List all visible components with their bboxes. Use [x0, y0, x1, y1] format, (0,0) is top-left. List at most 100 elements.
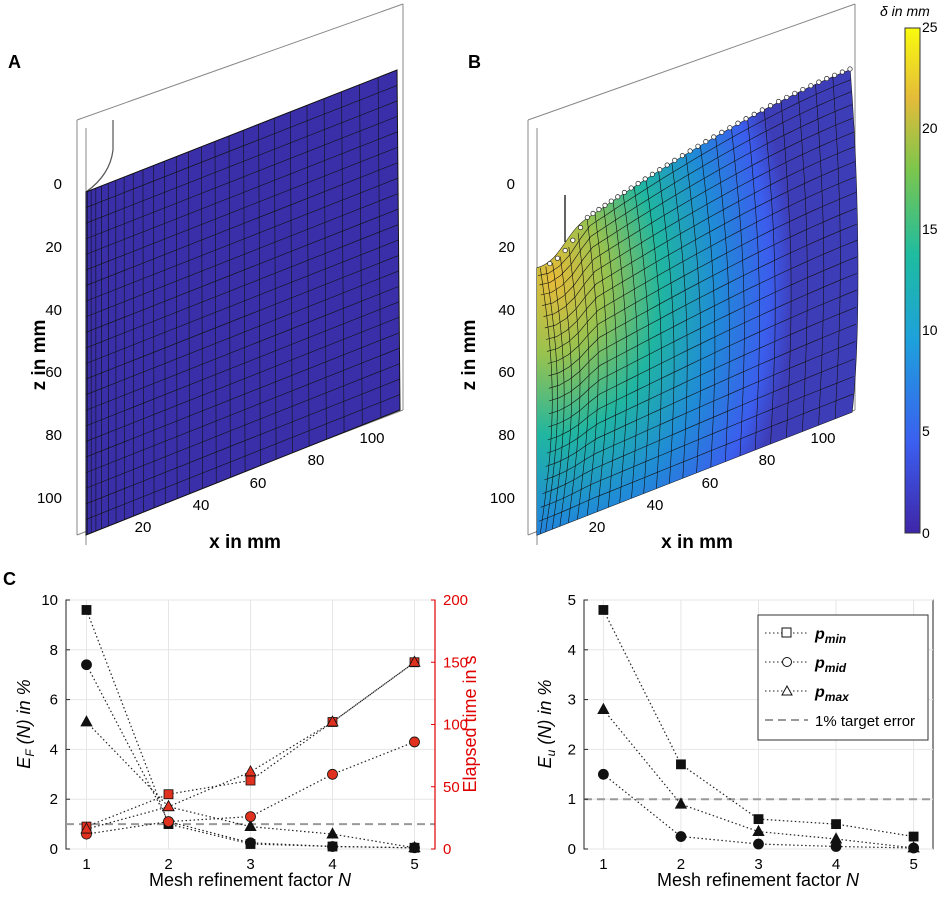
legend-triangle-marker: [781, 684, 793, 696]
mesh-line: [85, 301, 400, 427]
mesh-line: [85, 85, 398, 208]
square-marker: [598, 605, 609, 615]
contact-point: [776, 98, 782, 105]
y-tick: 3: [568, 692, 576, 709]
square-marker: [831, 819, 841, 829]
x-tick: 1: [599, 856, 607, 873]
y-tick: 6: [50, 692, 58, 709]
y2-tick: 50: [443, 779, 460, 796]
square-marker: [81, 605, 92, 615]
mesh-line: [85, 363, 400, 489]
mesh-line: [763, 109, 776, 444]
contact-point: [649, 171, 655, 177]
panel-b: B 0 20 40 60 80 100 z in mm 20 40 60 80: [459, 3, 859, 553]
circle-marker: [163, 816, 174, 828]
triangle-marker: [597, 702, 610, 714]
chart-ef-xticks: 1 2 3 4 5: [82, 856, 418, 873]
mesh-line: [548, 223, 857, 389]
chart-ef-ylabel: EF (N) in %: [14, 679, 37, 768]
z-tick: 0: [54, 176, 62, 193]
y2-tick: 0: [443, 841, 451, 858]
x-tick: 5: [410, 856, 418, 873]
y-tick: 5: [568, 592, 576, 609]
y2-tick: 100: [443, 717, 468, 734]
panel-b-mesh-lines: [538, 76, 858, 534]
panel-b-letter: B: [468, 52, 481, 72]
panel-a-letter: A: [8, 52, 21, 72]
y2-tick: 150: [443, 654, 468, 671]
series-line: [85, 609, 415, 849]
y-tick: 2: [50, 791, 58, 808]
contact-point: [642, 176, 648, 182]
triangle-marker: [80, 822, 93, 834]
contact-point: [751, 111, 757, 117]
contact-point: [577, 224, 584, 231]
z-tick: 80: [498, 427, 515, 444]
contact-point: [824, 76, 830, 82]
circle-marker: [327, 768, 338, 780]
mesh-line: [780, 101, 792, 438]
contact-point: [792, 90, 798, 96]
contact-point: [759, 107, 765, 113]
chart-ef: 0 2 4 6 8 10 0 50 100 150 200 1 2 3 4 5 EF (N) in % E…: [14, 592, 480, 890]
contact-point: [562, 247, 568, 254]
mesh-line: [85, 193, 399, 318]
contact-point: [672, 157, 678, 163]
contact-point: [664, 162, 670, 168]
contact-point: [608, 198, 614, 204]
contact-point: [554, 255, 561, 261]
circle-marker: [597, 768, 609, 780]
x-tick: 2: [164, 856, 172, 873]
z-tick: 0: [507, 176, 515, 193]
mesh-line: [547, 192, 857, 364]
mesh-line: [85, 224, 399, 349]
colorbar-tick: 25: [922, 19, 938, 35]
panel-a-zlabel: z in mm: [29, 320, 50, 391]
colorbar-tick: 15: [922, 221, 938, 237]
chart-eu-legend: pmin pmid pmax 1% target error: [757, 614, 929, 741]
x-tick: 100: [359, 430, 384, 447]
triangle-marker: [829, 832, 843, 844]
mesh-line: [85, 332, 400, 458]
contact-point: [703, 139, 709, 145]
panel-b-contact-points: [547, 66, 853, 267]
contact-point: [657, 167, 663, 173]
square-marker: [163, 789, 174, 800]
mesh-line: [546, 306, 857, 454]
mesh-line: [715, 136, 730, 462]
series-line: [86, 721, 415, 849]
square-marker: [245, 775, 256, 786]
mesh-line: [85, 131, 398, 255]
mesh-line: [544, 146, 855, 329]
mesh-line: [798, 92, 808, 432]
mesh-line: [85, 146, 398, 271]
mesh-line: [547, 289, 857, 441]
mesh-line: [85, 162, 398, 286]
panel-c-letter: C: [3, 569, 16, 589]
x-tick: 4: [832, 856, 840, 873]
mesh-line: [548, 207, 857, 377]
y-tick: 10: [41, 592, 58, 609]
colorbar-ticks: 0 5 10 15 20 25: [922, 19, 938, 541]
circle-marker: [753, 838, 764, 850]
mesh-line: [548, 256, 858, 415]
triangle-marker: [408, 655, 421, 667]
mesh-line: [85, 347, 400, 473]
contact-point: [635, 180, 641, 187]
colorbar-tick: 20: [922, 120, 938, 136]
circle-marker: [245, 811, 256, 823]
panel-b-xlabel: x in mm: [661, 532, 733, 553]
chart-ef-y2label: Elapsed time in s: [460, 655, 480, 792]
chart-ef-yticks: 0 2 4 6 8 10: [41, 592, 70, 858]
circle-marker: [81, 659, 92, 671]
mesh-line: [548, 273, 858, 428]
mesh-line: [552, 262, 565, 530]
triangle-marker: [752, 824, 765, 836]
square-marker: [908, 831, 919, 842]
x-tick: 1: [82, 856, 90, 873]
panel-a-indenter: [85, 120, 114, 193]
mesh-line: [832, 76, 841, 419]
legend-square-marker: [781, 627, 792, 638]
triangle-marker: [674, 797, 688, 809]
z-tick: 40: [498, 302, 515, 319]
